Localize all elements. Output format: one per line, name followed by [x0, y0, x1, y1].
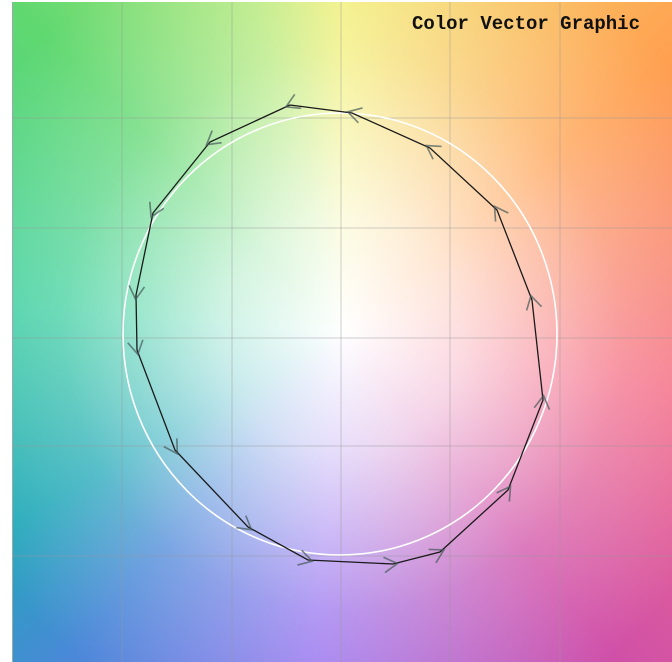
reference-circle [122, 112, 558, 556]
grid [12, 2, 672, 662]
title: Color Vector Graphic [412, 13, 640, 35]
vector-trace [127, 93, 551, 574]
